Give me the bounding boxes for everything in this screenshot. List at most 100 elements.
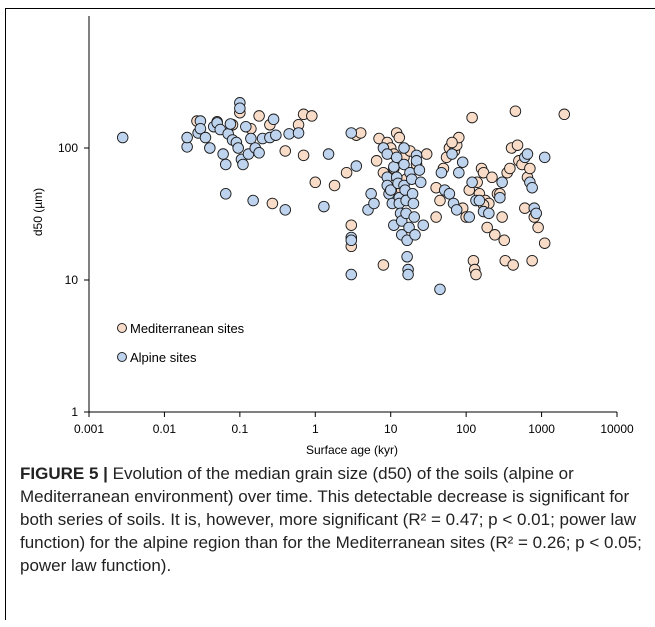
figure-caption: FIGURE 5 | Evolution of the median grain… xyxy=(20,462,645,577)
x-tick-label: 0.1 xyxy=(232,422,249,436)
mediterranean-point xyxy=(266,197,279,210)
alpine-point xyxy=(181,131,193,144)
alpine-point xyxy=(240,120,252,133)
mediterranean-point xyxy=(420,148,433,160)
alpine-point xyxy=(199,131,212,144)
mediterranean-point xyxy=(253,110,265,122)
alpine-point xyxy=(483,207,495,220)
caption-text: Evolution of the median grain size (d50)… xyxy=(20,464,642,575)
mediterranean-point xyxy=(504,162,516,175)
legend-label-alpine: Alpine sites xyxy=(130,350,197,365)
alpine-point xyxy=(409,229,421,241)
x-tick-label: 1000 xyxy=(528,422,555,436)
alpine-point xyxy=(466,176,478,189)
y-axis-title: d50 (µm) xyxy=(31,188,45,236)
y-tick-label: 10 xyxy=(65,273,79,287)
alpine-point xyxy=(267,113,280,126)
alpine-point xyxy=(270,129,282,141)
x-tick-label: 100 xyxy=(456,422,476,436)
mediterranean-point xyxy=(558,108,571,121)
x-tick-label: 10000 xyxy=(600,422,634,436)
chart-legend: Mediterranean sites Alpine sites xyxy=(117,321,245,365)
x-tick-label: 1 xyxy=(312,422,319,436)
alpine-point xyxy=(219,158,232,171)
alpine-point xyxy=(368,197,380,210)
mediterranean-point xyxy=(328,179,341,192)
alpine-point xyxy=(406,188,419,200)
mediterranean-point xyxy=(345,219,358,231)
figure-frame xyxy=(5,8,655,620)
mediterranean-point xyxy=(470,268,482,281)
alpine-point xyxy=(388,161,400,173)
alpine-point xyxy=(322,148,335,160)
y-tick-label: 1 xyxy=(71,405,78,419)
mediterranean-point xyxy=(526,254,538,267)
alpine-point xyxy=(318,200,330,213)
frame-left-border xyxy=(5,8,6,620)
alpine-point xyxy=(408,211,420,223)
chart-axes xyxy=(88,16,617,413)
alpine-point xyxy=(401,234,413,247)
alpine-point xyxy=(530,207,542,220)
alpine-point xyxy=(219,188,232,200)
alpine-point xyxy=(345,127,358,139)
alpine-point xyxy=(407,197,420,210)
series-mediterranean xyxy=(191,105,571,281)
alpine-point xyxy=(365,188,377,200)
alpine-point xyxy=(538,151,551,164)
alpine-point xyxy=(204,142,216,154)
alpine-point xyxy=(350,160,363,172)
alpine-point xyxy=(443,188,456,200)
alpine-point xyxy=(390,151,403,164)
alpine-point xyxy=(345,268,358,281)
alpine-point xyxy=(413,164,426,176)
mediterranean-point xyxy=(538,237,551,249)
mediterranean-point xyxy=(279,145,292,157)
mediterranean-point xyxy=(297,149,310,162)
alpine-point xyxy=(283,128,295,140)
x-tick-label: 10 xyxy=(384,422,398,436)
alpine-point xyxy=(417,219,430,231)
series-alpine xyxy=(116,97,551,296)
alpine-point xyxy=(292,127,305,139)
caption-label: FIGURE 5 | xyxy=(20,464,108,483)
x-tick-label: 0.01 xyxy=(153,422,177,436)
alpine-point xyxy=(446,148,458,160)
mediterranean-point xyxy=(340,166,353,179)
alpine-point xyxy=(402,268,414,281)
alpine-point xyxy=(384,184,397,196)
mediterranean-point xyxy=(393,131,406,144)
mediterranean-point xyxy=(524,162,536,175)
mediterranean-point xyxy=(370,155,383,167)
mediterranean-point xyxy=(481,221,493,234)
alpine-point xyxy=(526,181,538,194)
legend-marker-mediterranean xyxy=(117,323,127,333)
mediterranean-point xyxy=(434,194,446,207)
alpine-point xyxy=(234,102,246,115)
mediterranean-point xyxy=(511,139,524,151)
mediterranean-point xyxy=(306,110,318,122)
alpine-point xyxy=(434,283,446,296)
alpine-point xyxy=(453,166,465,179)
alpine-point xyxy=(398,142,410,154)
alpine-point xyxy=(217,148,229,160)
alpine-point xyxy=(232,142,244,154)
mediterranean-point xyxy=(498,234,510,247)
alpine-point xyxy=(398,158,410,171)
mediterranean-point xyxy=(377,259,390,271)
alpine-point xyxy=(279,204,292,216)
alpine-point xyxy=(237,158,249,171)
alpine-point xyxy=(435,166,448,179)
mediterranean-point xyxy=(496,211,508,223)
y-tick-label: 100 xyxy=(58,141,78,155)
alpine-point xyxy=(496,176,508,189)
alpine-point xyxy=(224,118,237,130)
frame-top-border xyxy=(5,8,655,9)
mediterranean-point xyxy=(507,259,519,271)
alpine-point xyxy=(116,131,129,144)
alpine-point xyxy=(345,234,358,247)
alpine-point xyxy=(463,211,476,223)
x-axis-title: Surface age (kyr) xyxy=(306,443,398,457)
alpine-point xyxy=(450,204,463,216)
legend-label-mediterranean: Mediterranean sites xyxy=(130,321,245,336)
